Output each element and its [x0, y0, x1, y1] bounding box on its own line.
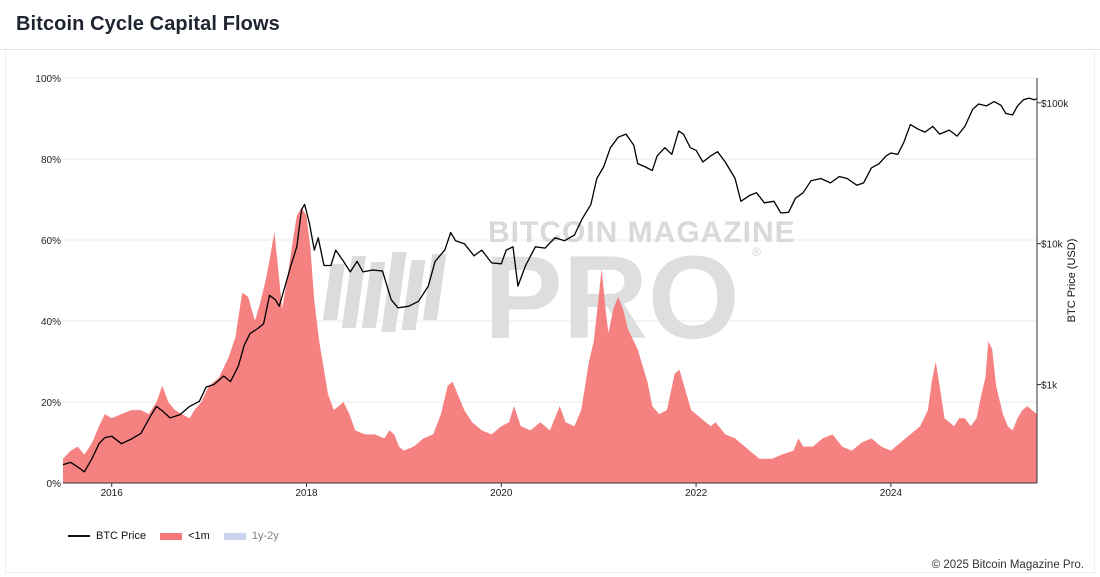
axes-group: 0% 20% 40% 60% 80% 100% 2016 2018 2020 2022 2024 $1… — [35, 74, 1078, 499]
footer-copyright: © 2025 Bitcoin Magazine Pro. — [931, 559, 1084, 571]
series-price-group — [62, 97, 1038, 473]
chart-panel — [5, 51, 1095, 573]
legend-label-btc-price: BTC Price — [96, 530, 147, 542]
x-tick-label: 2022 — [685, 488, 708, 499]
y-right-tick-label: $1k — [1041, 381, 1058, 392]
y-left-tick-label: 0% — [47, 479, 62, 490]
legend: BTC Price <1m 1y-2y — [68, 529, 293, 543]
y-right-axis-title: BTC Price (USD) — [1066, 239, 1078, 323]
y-left-tick-label: 20% — [41, 398, 61, 409]
series-area-lt1m — [63, 207, 1037, 483]
series-line-btc-price — [62, 97, 1038, 473]
legend-swatch-btc-price — [68, 535, 90, 537]
legend-label-1y2y: 1y-2y — [251, 530, 279, 542]
header-bar: Bitcoin Cycle Capital Flows — [0, 0, 1100, 50]
legend-item-lt1m[interactable]: <1m — [160, 530, 210, 542]
watermark-text-top: BITCOIN MAGAZINE — [488, 216, 796, 249]
legend-label-lt1m: <1m — [188, 530, 210, 542]
series-area-group — [63, 207, 1037, 483]
legend-swatch-1y2y — [223, 532, 246, 540]
x-tick-label: 2018 — [295, 488, 318, 499]
y-right-tick-label: $100k — [1041, 99, 1069, 110]
y-right-tick-label: $10k — [1041, 240, 1064, 251]
x-tick-label: 2016 — [101, 488, 124, 499]
legend-item-btc-price[interactable]: BTC Price — [68, 530, 146, 542]
legend-swatch-lt1m — [160, 532, 183, 540]
legend-item-1y2y[interactable]: 1y-2y — [223, 530, 279, 542]
x-tick-label: 2020 — [490, 488, 513, 499]
y-left-tick-label: 40% — [41, 317, 61, 328]
y-left-tick-label: 60% — [41, 236, 61, 247]
x-tick-label: 2024 — [880, 488, 903, 499]
y-left-tick-label: 80% — [41, 155, 61, 166]
watermark-registered-mark: ® — [752, 245, 761, 259]
watermark-bars-icon — [323, 252, 447, 332]
y-left-tick-label: 100% — [35, 74, 61, 85]
page-title: Bitcoin Cycle Capital Flows — [16, 13, 280, 35]
